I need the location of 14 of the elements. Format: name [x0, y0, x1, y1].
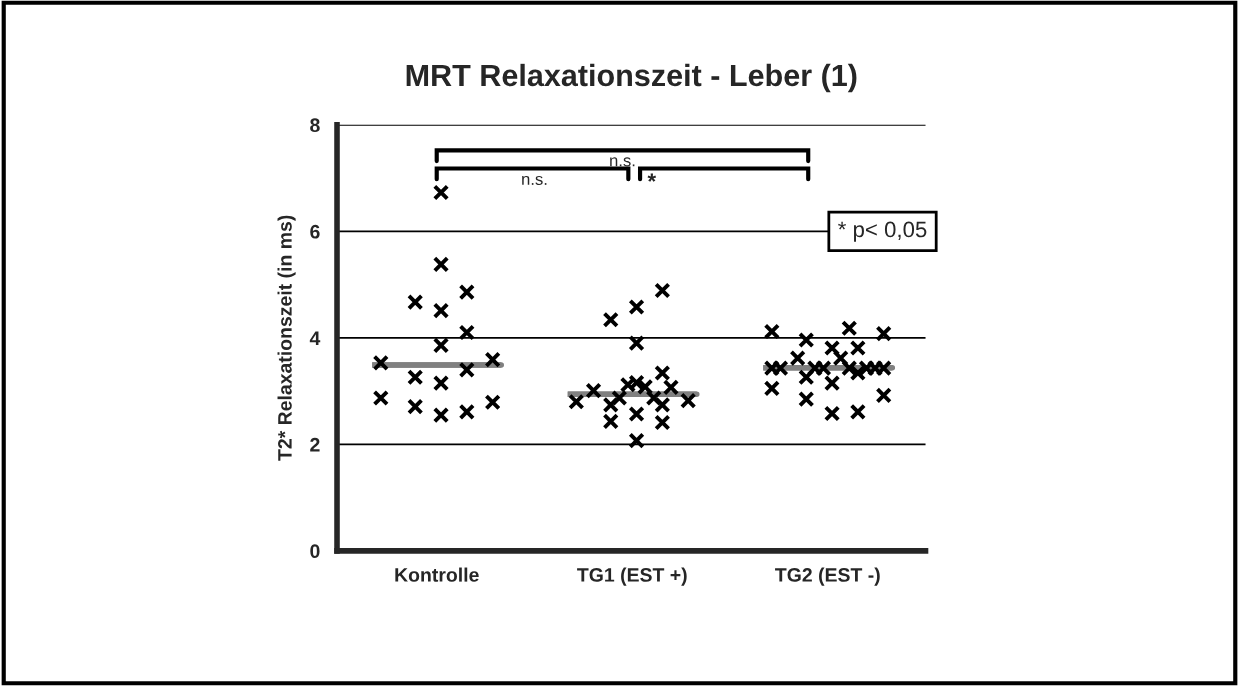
x-tick-label: TG1 (EST +) [577, 567, 687, 586]
y-tick-label: 4 [309, 331, 321, 345]
y-axis-title: T2* Relaxationszeit (in ms) [277, 215, 296, 461]
annotation: n.s. [522, 175, 547, 186]
y-tick-label: 6 [310, 224, 320, 239]
x-tick-label: TG2 (EST -) [775, 567, 880, 586]
x-tick-label: Kontrolle [395, 567, 479, 582]
y-tick-label: 2 [310, 437, 320, 452]
y-tick-label: 0 [310, 544, 320, 559]
annotation: * [647, 173, 657, 182]
annotation: * p< 0,05 [838, 221, 927, 242]
y-tick-label: 8 [310, 118, 320, 133]
chart-title: MRT Relaxationszeit - Leber (1) [406, 63, 857, 93]
annotation: n.s. [610, 157, 635, 167]
